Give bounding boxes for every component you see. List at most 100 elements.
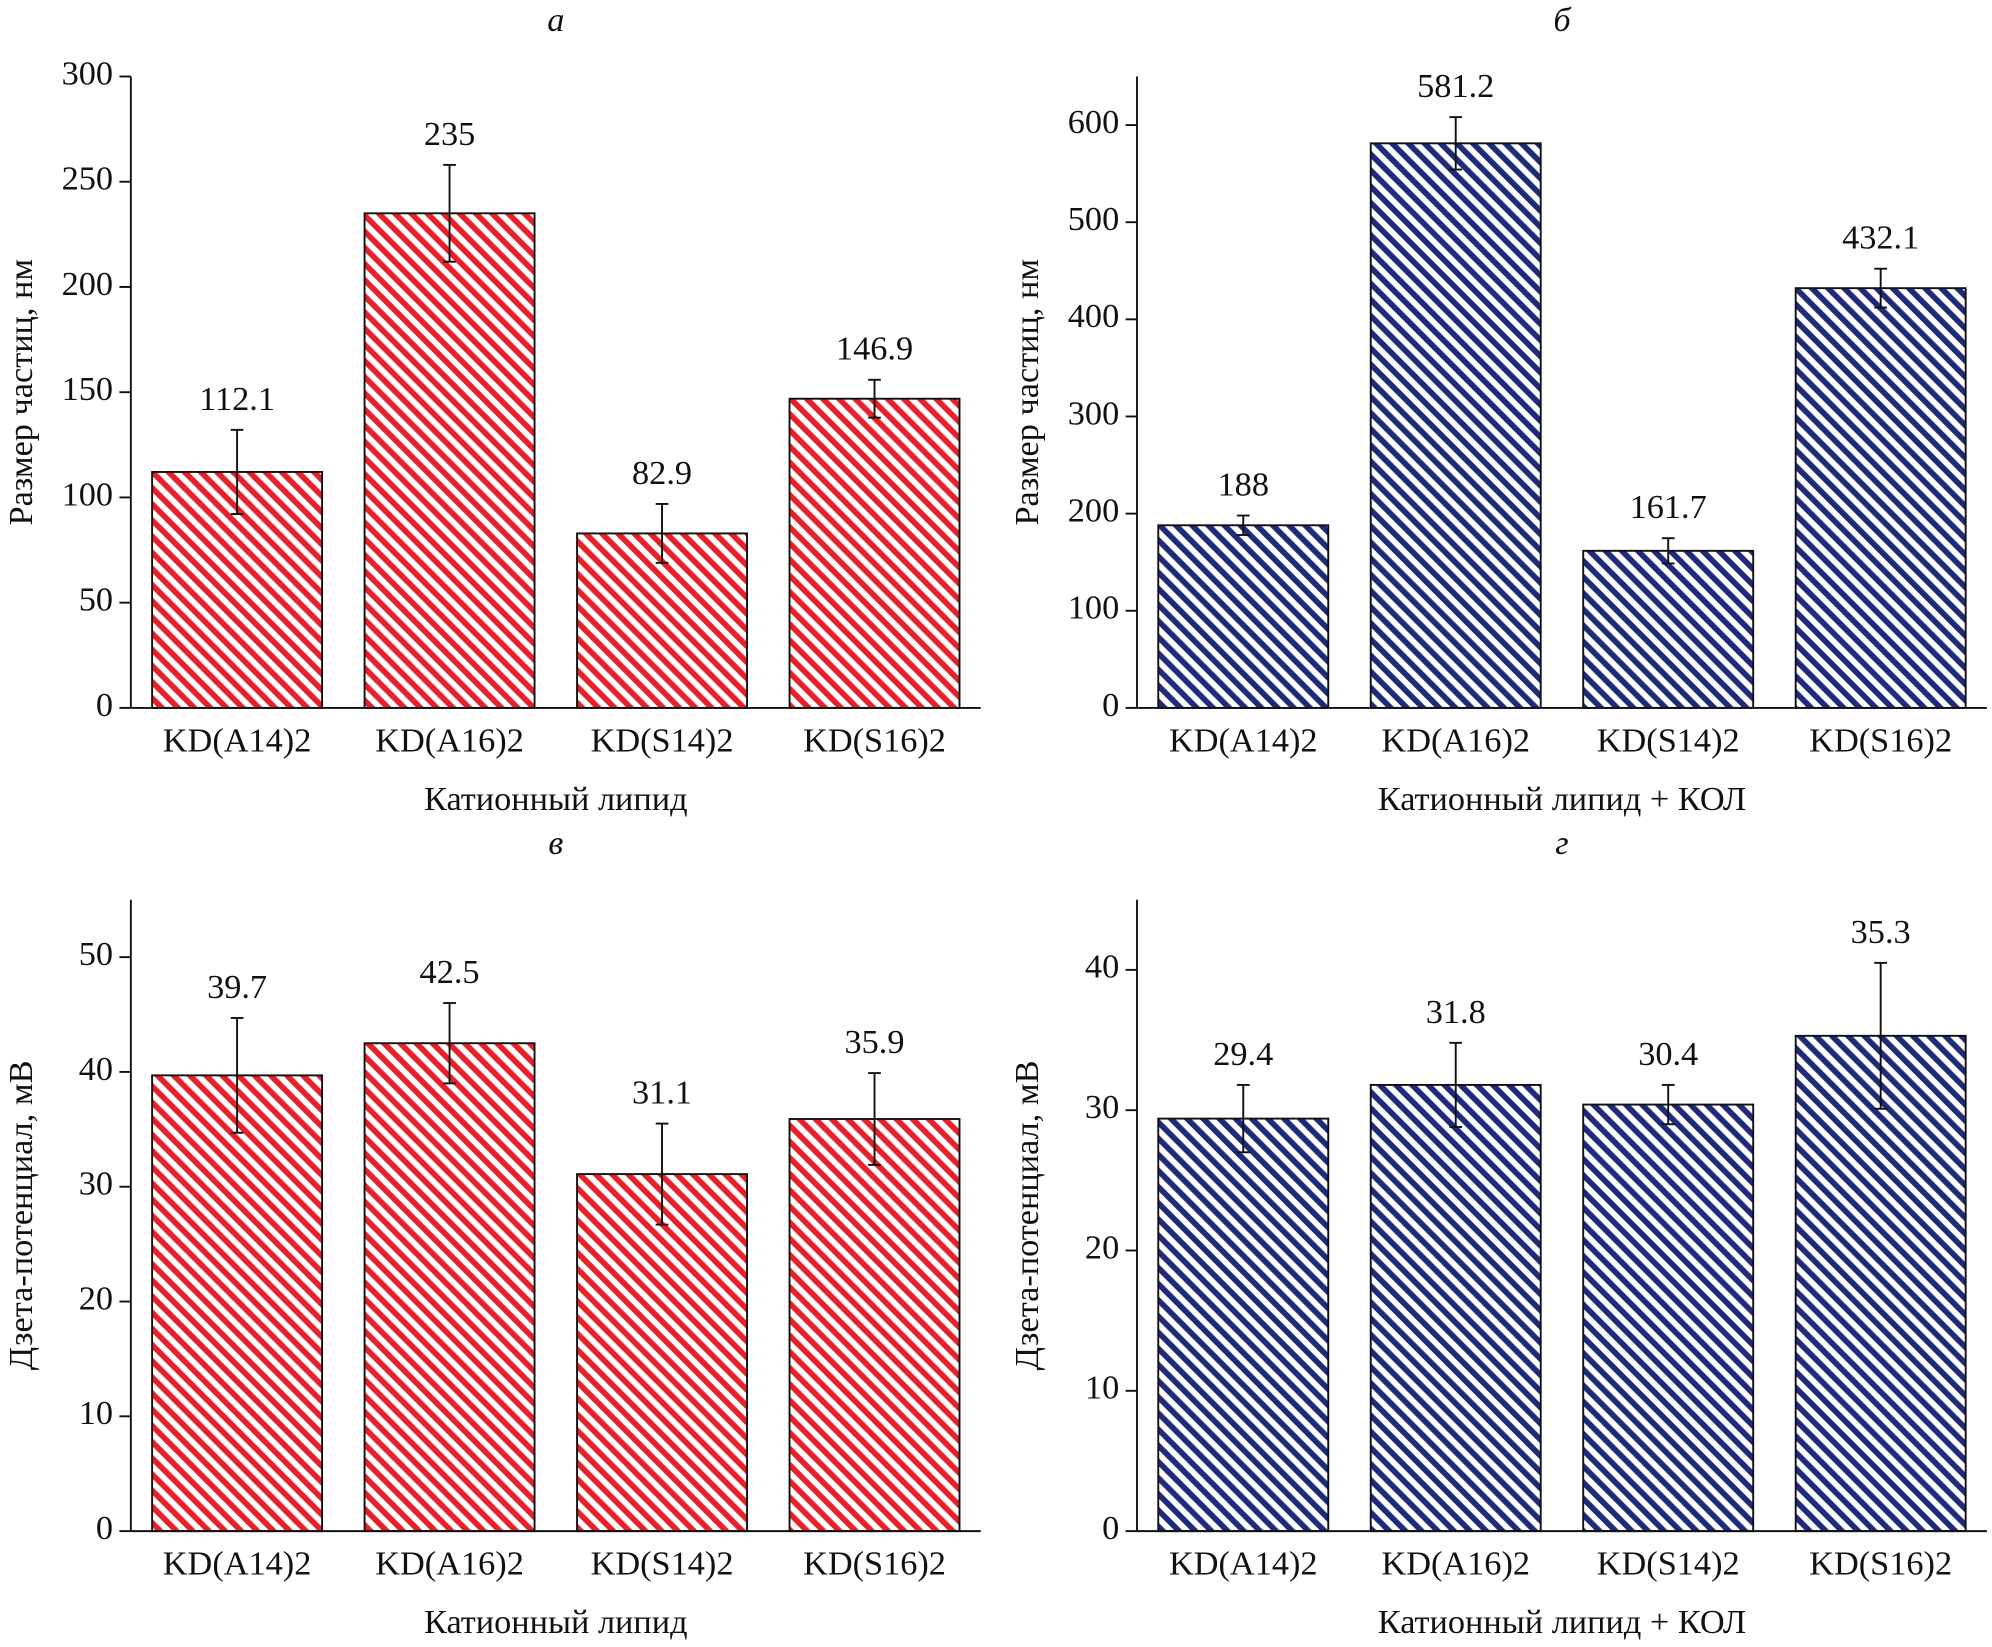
data-label: 161.7 [1630, 488, 1707, 526]
error-bar [868, 378, 881, 419]
bar [363, 212, 536, 709]
y-tick-label: 0 [96, 686, 113, 724]
y-tick-label: 50 [79, 935, 113, 973]
x-tick-label: KD(A16)2 [1381, 721, 1530, 759]
x-tick-label: KD(A14)2 [163, 1545, 312, 1583]
data-label: 235 [424, 115, 475, 153]
x-axis-label: Катионный липид + КОЛ [1378, 1603, 1746, 1641]
x-axis-label: Катионный липид [424, 780, 688, 818]
y-tick-label: 10 [1085, 1369, 1119, 1407]
y-axis-label: Дзета-потенциал, мВ [1008, 1061, 1046, 1371]
bar [1794, 1034, 1967, 1533]
bar [1582, 1103, 1755, 1533]
data-label: 31.8 [1426, 993, 1486, 1031]
x-tick-label: KD(S14)2 [1597, 721, 1740, 759]
x-tick-label: KD(S16)2 [803, 1545, 946, 1583]
bar [576, 1173, 748, 1533]
bar [788, 1118, 961, 1533]
error-bar [443, 1002, 456, 1085]
x-tick-label: KD(A14)2 [163, 721, 312, 759]
y-tick-label: 20 [1085, 1228, 1119, 1266]
y-tick-label: 30 [79, 1165, 113, 1203]
data-label: 432.1 [1842, 219, 1919, 257]
data-label: 39.7 [207, 968, 267, 1006]
data-label: 30.4 [1638, 1035, 1698, 1073]
error-bar [230, 1017, 244, 1134]
y-tick-label: 400 [1068, 297, 1119, 335]
data-label: 146.9 [836, 330, 913, 368]
x-tick-label: KD(A14)2 [1169, 721, 1318, 759]
data-label: 581.2 [1417, 67, 1494, 105]
y-axis-label: Размер частиц, нм [1008, 259, 1046, 526]
y-tick-label: 0 [1102, 686, 1119, 724]
error-bar [443, 163, 456, 263]
y-tick-label: 300 [1068, 394, 1119, 432]
data-label: 82.9 [632, 454, 692, 492]
y-axis-label: Дзета-потенциал, мВ [2, 1061, 40, 1371]
chart-title: а [547, 1, 564, 39]
error-bar [655, 1122, 669, 1226]
error-bar [1874, 961, 1888, 1110]
y-tick-label: 30 [1085, 1088, 1119, 1126]
x-tick-label: KD(A16)2 [375, 1545, 524, 1583]
data-label: 188 [1218, 465, 1269, 503]
error-bar [1874, 267, 1888, 309]
bar [788, 397, 961, 709]
error-bar [1661, 537, 1675, 565]
bar [1369, 1083, 1542, 1533]
bar [1157, 524, 1330, 709]
x-tick-label: KD(S16)2 [1809, 721, 1952, 759]
y-tick-label: 10 [79, 1394, 113, 1432]
bar [1794, 287, 1967, 709]
y-tick-label: 150 [62, 370, 113, 408]
data-label: 29.4 [1213, 1035, 1273, 1073]
y-tick-label: 200 [62, 265, 113, 303]
error-bar [1449, 1041, 1463, 1128]
x-tick-label: KD(A16)2 [1381, 1545, 1530, 1583]
bar [1157, 1117, 1330, 1533]
y-tick-label: 100 [62, 475, 113, 513]
y-tick-label: 100 [1068, 589, 1119, 627]
error-bar [1236, 514, 1250, 536]
y-tick-label: 50 [79, 581, 113, 619]
error-bar [230, 428, 244, 516]
y-tick-label: 300 [62, 54, 113, 92]
x-tick-label: KD(A16)2 [375, 721, 524, 759]
chart-title: б [1553, 1, 1572, 39]
y-tick-label: 0 [96, 1509, 113, 1547]
x-tick-label: KD(S14)2 [591, 721, 734, 759]
data-label: 31.1 [632, 1074, 692, 1112]
bar [1582, 549, 1755, 709]
chart-title: в [548, 824, 563, 862]
data-label: 35.9 [845, 1023, 905, 1061]
bar [363, 1042, 536, 1533]
data-label: 112.1 [199, 380, 275, 418]
bar [1369, 142, 1542, 709]
data-label: 42.5 [420, 953, 480, 991]
error-bar [655, 503, 669, 564]
y-tick-label: 600 [1068, 103, 1119, 141]
chart-title: г [1555, 824, 1568, 862]
x-tick-label: KD(S14)2 [1597, 1545, 1740, 1583]
bar [151, 1074, 324, 1533]
x-tick-label: KD(S16)2 [1809, 1545, 1952, 1583]
x-axis-label: Катионный липид [424, 1603, 688, 1641]
y-tick-label: 500 [1068, 200, 1119, 238]
error-bar [1449, 116, 1463, 171]
y-tick-label: 40 [1085, 948, 1119, 986]
y-tick-label: 40 [79, 1050, 113, 1088]
x-axis-label: Катионный липид + КОЛ [1378, 780, 1746, 818]
y-tick-label: 200 [1068, 491, 1119, 529]
y-tick-label: 20 [79, 1279, 113, 1317]
y-tick-label: 250 [62, 160, 113, 198]
y-axis-label: Размер частиц, нм [2, 259, 40, 526]
error-bar [1236, 1083, 1250, 1154]
error-bar [868, 1072, 881, 1166]
error-bar [1661, 1083, 1675, 1126]
data-label: 35.3 [1851, 913, 1911, 951]
x-tick-label: KD(S14)2 [591, 1545, 734, 1583]
x-tick-label: KD(S16)2 [803, 721, 946, 759]
x-tick-label: KD(A14)2 [1169, 1545, 1318, 1583]
y-tick-label: 0 [1102, 1509, 1119, 1547]
